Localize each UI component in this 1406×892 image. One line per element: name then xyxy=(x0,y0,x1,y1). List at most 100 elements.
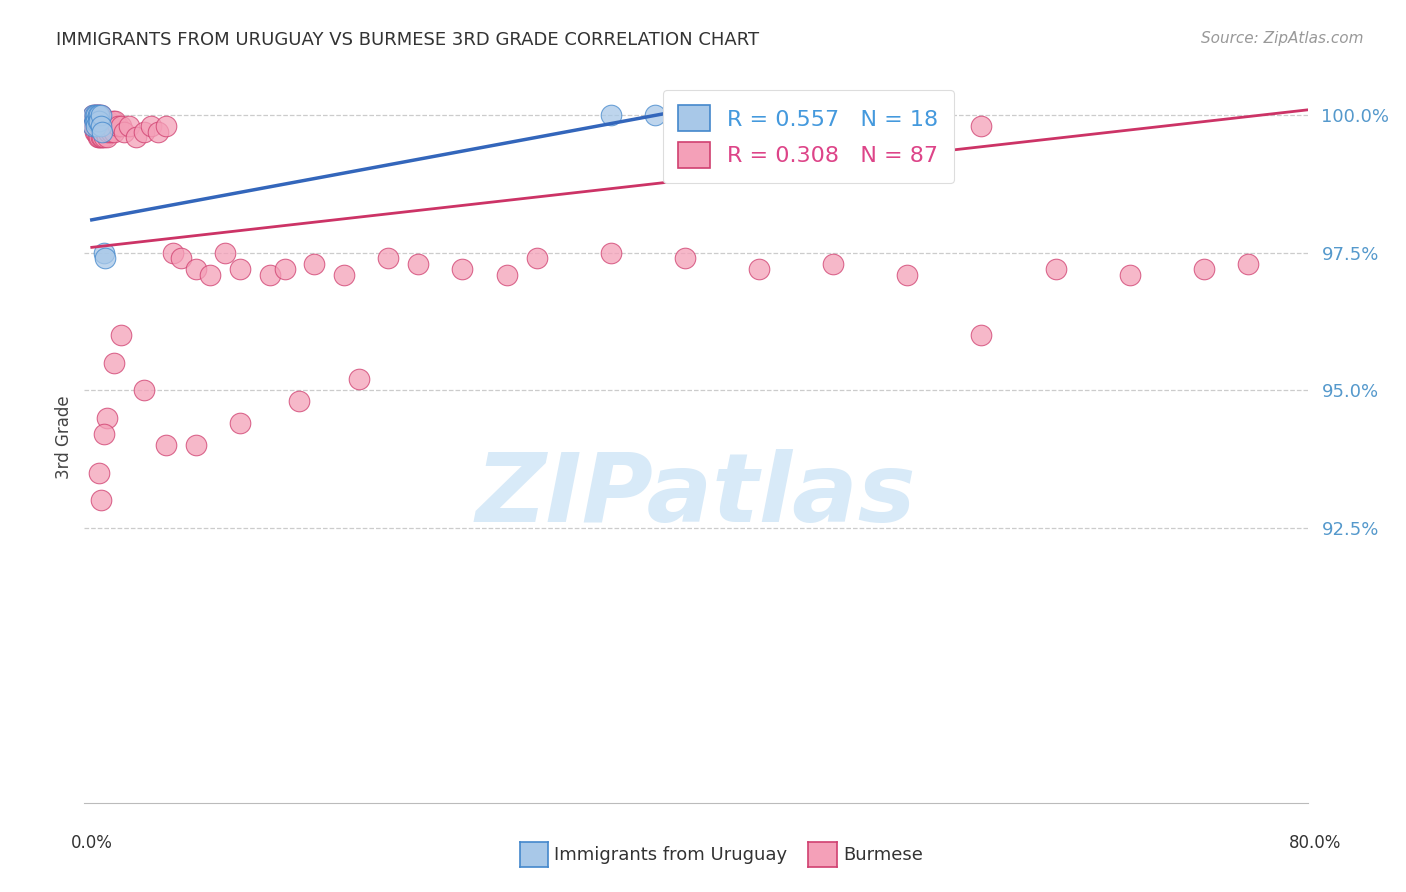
Point xyxy=(89,113,111,128)
Point xyxy=(1237,257,1260,271)
Text: Burmese: Burmese xyxy=(844,846,924,863)
Point xyxy=(93,427,115,442)
Point xyxy=(526,252,548,266)
Point xyxy=(84,108,107,122)
Point xyxy=(125,130,148,145)
Point xyxy=(406,257,429,271)
Point xyxy=(91,113,114,128)
Point xyxy=(229,417,252,431)
Point xyxy=(94,125,117,139)
Point xyxy=(273,262,295,277)
Point xyxy=(644,108,666,122)
Point xyxy=(112,125,135,139)
Point xyxy=(118,120,141,134)
Point xyxy=(110,120,132,134)
Point xyxy=(90,120,112,134)
Point xyxy=(82,113,104,128)
Point xyxy=(132,125,155,139)
Point xyxy=(84,113,107,128)
Point xyxy=(89,466,111,480)
Point xyxy=(90,113,112,128)
Text: ZIPatlas: ZIPatlas xyxy=(475,449,917,542)
Point xyxy=(110,328,132,343)
Y-axis label: 3rd Grade: 3rd Grade xyxy=(55,395,73,479)
Point xyxy=(97,125,120,139)
Point xyxy=(333,268,356,282)
Point xyxy=(93,130,115,145)
Point xyxy=(91,125,114,139)
Point xyxy=(86,130,108,145)
Point xyxy=(90,493,112,508)
Point xyxy=(93,245,115,260)
Point xyxy=(86,113,108,128)
Point xyxy=(89,108,111,122)
Point xyxy=(94,113,117,128)
Legend: R = 0.557   N = 18, R = 0.308   N = 87: R = 0.557 N = 18, R = 0.308 N = 87 xyxy=(662,90,953,184)
Point xyxy=(229,262,252,277)
Point xyxy=(96,410,118,425)
Point xyxy=(84,120,107,134)
Point xyxy=(91,120,114,134)
Point xyxy=(970,328,993,343)
Point xyxy=(93,120,115,134)
Point xyxy=(823,257,845,271)
Point xyxy=(214,245,236,260)
Point xyxy=(86,108,108,122)
Point xyxy=(83,120,105,134)
Point xyxy=(162,245,184,260)
Point xyxy=(90,130,112,145)
Point xyxy=(200,268,222,282)
Point xyxy=(104,113,127,128)
Point xyxy=(89,113,111,128)
Point xyxy=(155,120,177,134)
Text: Immigrants from Uruguay: Immigrants from Uruguay xyxy=(554,846,787,863)
Point xyxy=(103,125,125,139)
Point xyxy=(259,268,281,282)
Point xyxy=(1045,262,1067,277)
Point xyxy=(302,257,325,271)
Point xyxy=(86,113,108,128)
Point xyxy=(970,120,993,134)
Point xyxy=(170,252,193,266)
Point xyxy=(86,108,108,122)
Point xyxy=(93,113,115,128)
Text: 0.0%: 0.0% xyxy=(70,834,112,852)
Point xyxy=(97,113,120,128)
Point xyxy=(84,125,107,139)
Point xyxy=(94,252,117,266)
Point xyxy=(82,120,104,134)
Point xyxy=(89,130,111,145)
Point xyxy=(83,108,105,122)
Point xyxy=(82,120,104,134)
Point xyxy=(82,108,104,122)
Point xyxy=(748,262,770,277)
Point xyxy=(107,120,129,134)
Point xyxy=(91,130,114,145)
Point xyxy=(101,113,124,128)
Point xyxy=(90,125,112,139)
Point xyxy=(84,113,107,128)
Point xyxy=(184,262,207,277)
Point xyxy=(1192,262,1215,277)
Point xyxy=(1118,268,1140,282)
Point xyxy=(673,252,696,266)
Point xyxy=(896,268,918,282)
Point xyxy=(148,125,170,139)
Point xyxy=(347,372,370,386)
Point xyxy=(86,125,108,139)
Text: Source: ZipAtlas.com: Source: ZipAtlas.com xyxy=(1201,31,1364,46)
Point xyxy=(83,108,105,122)
Point xyxy=(451,262,474,277)
Point xyxy=(83,113,105,128)
Point xyxy=(96,130,118,145)
Point xyxy=(83,113,105,128)
Point xyxy=(100,125,122,139)
Point xyxy=(82,108,104,122)
Point xyxy=(90,108,112,122)
Text: 80.0%: 80.0% xyxy=(1288,834,1341,852)
Point xyxy=(90,108,112,122)
Text: IMMIGRANTS FROM URUGUAY VS BURMESE 3RD GRADE CORRELATION CHART: IMMIGRANTS FROM URUGUAY VS BURMESE 3RD G… xyxy=(56,31,759,49)
Point xyxy=(132,384,155,398)
Point xyxy=(83,125,105,139)
Point xyxy=(599,245,621,260)
